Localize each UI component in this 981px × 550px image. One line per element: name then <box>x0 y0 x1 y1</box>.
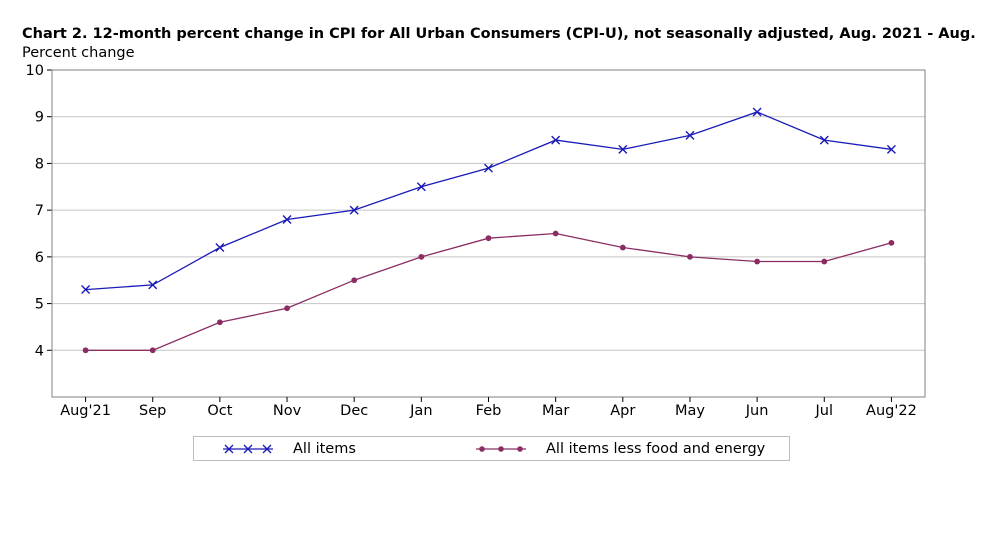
data-point-all-items <box>282 214 292 224</box>
data-point-all-items <box>148 280 158 290</box>
x-tick-label: Jul <box>815 403 834 419</box>
data-point-all-items <box>349 205 359 215</box>
y-tick-label: 6 <box>35 250 44 266</box>
series-line-1 <box>85 232 892 351</box>
data-point-core <box>552 230 559 237</box>
y-axis-label: Percent change <box>22 45 135 61</box>
y-tick-label: 9 <box>35 110 44 126</box>
chart-title: Chart 2. 12-month percent change in CPI … <box>22 26 981 42</box>
data-point-core <box>619 244 626 251</box>
x-tick-label: Jun <box>745 403 769 419</box>
x-tick-label: Feb <box>476 403 502 419</box>
x-tick-label: Aug'21 <box>60 403 111 419</box>
x-tick-label: Mar <box>542 403 569 419</box>
x-tick-label: Nov <box>273 403 302 419</box>
data-point-core <box>888 239 895 246</box>
data-point-core <box>821 258 828 265</box>
x-tick-label: Aug'22 <box>866 403 917 419</box>
x-tick-label: Oct <box>207 403 232 419</box>
legend-label-all-items: All items <box>293 440 356 457</box>
data-point-core <box>485 235 492 242</box>
x-tick-label: May <box>675 403 705 419</box>
data-point-core <box>149 347 156 354</box>
data-point-core <box>754 258 761 265</box>
data-point-all-items <box>416 182 426 192</box>
series-line-0 <box>85 111 892 291</box>
y-tick-label: 4 <box>35 343 44 359</box>
legend-item-all-items: All items <box>221 437 356 460</box>
data-point-all-items <box>81 285 91 295</box>
x-tick-label: Jan <box>409 403 432 419</box>
data-point-core <box>687 253 693 260</box>
y-tick-label: 8 <box>35 156 44 172</box>
data-point-core <box>216 319 223 326</box>
data-point-all-items <box>484 163 493 173</box>
data-point-core <box>82 347 89 354</box>
x-marker-line-icon <box>223 444 273 453</box>
data-point-core <box>418 253 425 260</box>
data-point-all-items <box>685 130 695 140</box>
legend-label-core: All items less food and energy <box>546 440 766 457</box>
y-tick-label: 7 <box>35 203 44 219</box>
legend: All items All items less food and energy <box>193 436 790 461</box>
x-tick-label: Dec <box>340 403 368 419</box>
data-point-all-items <box>819 135 829 145</box>
data-point-core <box>284 305 290 312</box>
y-tick-label: 10 <box>26 63 44 79</box>
x-tick-label: Sep <box>139 403 166 419</box>
dot-marker-line-icon <box>476 445 526 452</box>
data-point-all-items <box>886 144 896 154</box>
data-point-all-items <box>752 107 762 117</box>
legend-item-core: All items less food and energy <box>474 437 765 460</box>
data-point-core <box>351 277 358 284</box>
data-point-all-items <box>215 243 225 253</box>
y-tick-label: 5 <box>35 297 44 313</box>
x-tick-label: Apr <box>610 403 635 419</box>
plot-frame <box>51 69 926 398</box>
data-point-all-items <box>551 135 561 145</box>
data-point-all-items <box>618 144 628 154</box>
